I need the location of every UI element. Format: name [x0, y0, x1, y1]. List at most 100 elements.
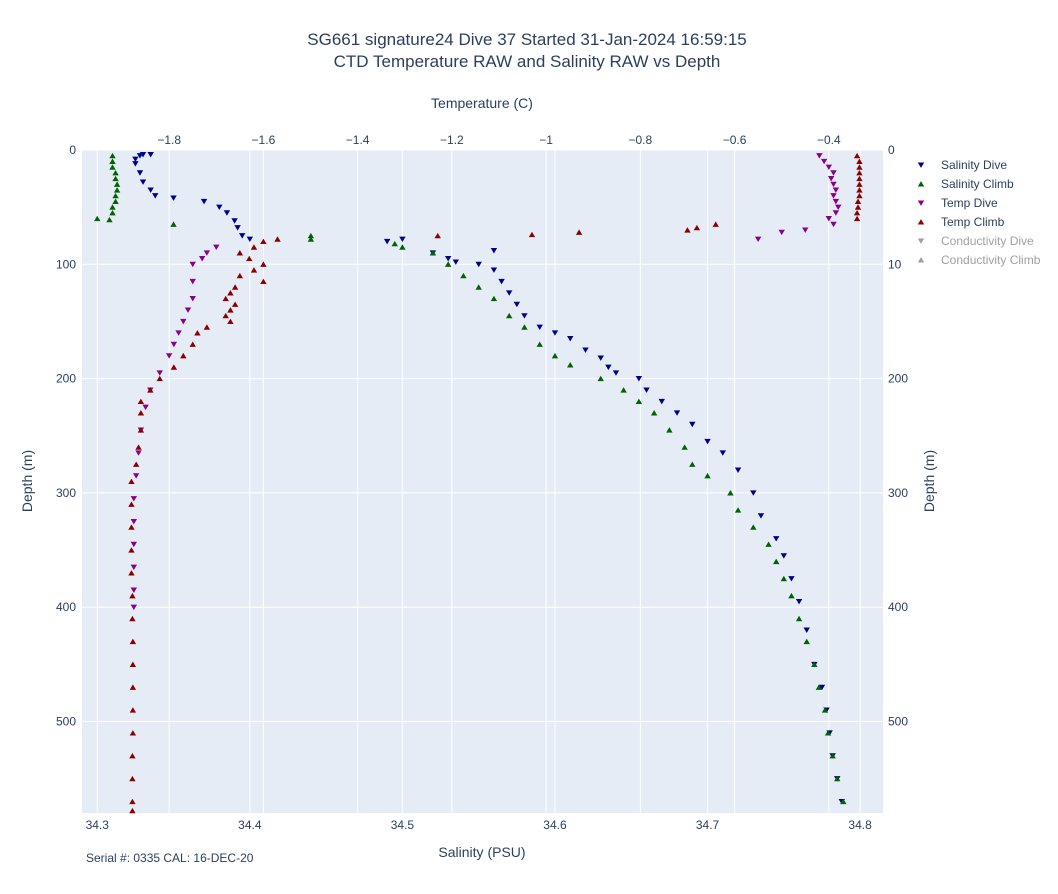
data-point [635, 398, 643, 405]
data-point [856, 175, 863, 182]
data-point [830, 181, 837, 188]
y-tick-label: 0 [69, 143, 76, 157]
data-point [830, 221, 837, 228]
data-point [830, 170, 837, 176]
data-point [575, 229, 583, 235]
data-point [612, 370, 620, 376]
data-point [498, 278, 505, 285]
x2-tick-label: −1.2 [440, 133, 464, 147]
data-point [112, 192, 119, 199]
data-point [521, 324, 528, 330]
data-point [780, 575, 788, 582]
data-point [383, 238, 391, 245]
data-point [829, 752, 836, 759]
x-tick-label: 34.3 [86, 818, 110, 832]
data-point [788, 576, 795, 582]
data-point [203, 324, 211, 330]
legend-item[interactable]: Salinity Dive [917, 158, 1008, 172]
data-point [260, 278, 267, 285]
data-point [802, 227, 809, 233]
legend-marker [917, 238, 925, 244]
legend-item[interactable]: Temp Dive [917, 196, 998, 210]
chart-subtitle: CTD Temperature RAW and Salinity RAW vs … [334, 52, 721, 71]
data-point [194, 330, 201, 336]
data-point [567, 336, 574, 342]
legend-label: Temp Climb [941, 215, 1005, 229]
data-point [236, 272, 244, 279]
data-point [854, 204, 862, 210]
data-point [180, 318, 187, 325]
data-point [681, 444, 688, 450]
data-point [129, 775, 136, 782]
data-point [216, 204, 223, 211]
data-point [689, 461, 696, 467]
data-point [643, 387, 650, 393]
y2-tick-label: 500 [888, 715, 908, 729]
data-point [490, 267, 498, 273]
data-point [132, 473, 140, 479]
data-point [227, 307, 234, 313]
data-point [135, 450, 142, 456]
chart-title: SG661 signature24 Dive 37 Started 31-Jan… [307, 30, 746, 49]
data-point [689, 421, 696, 428]
data-point [605, 364, 612, 371]
legend-marker [917, 200, 925, 206]
data-point [399, 244, 406, 250]
data-point [132, 461, 140, 467]
data-point [175, 330, 182, 336]
data-point [129, 707, 137, 713]
data-point [139, 179, 147, 185]
data-point [137, 398, 145, 405]
data-point [203, 250, 211, 256]
data-point [113, 187, 121, 193]
data-point [165, 353, 173, 359]
legend-label: Conductivity Dive [941, 234, 1034, 248]
data-point [773, 536, 780, 542]
data-point [128, 478, 135, 485]
data-point [475, 284, 482, 290]
data-point [795, 615, 803, 622]
data-point [399, 236, 406, 243]
data-point [620, 387, 627, 393]
plot-area [82, 150, 883, 813]
x2-tick-label: −1.4 [346, 133, 370, 147]
data-point [112, 175, 119, 182]
data-point [129, 684, 137, 690]
data-point [650, 410, 658, 416]
legend-item[interactable]: Conductivity Dive [917, 234, 1034, 248]
data-point [673, 410, 681, 416]
data-point [834, 775, 841, 782]
data-point [231, 284, 239, 290]
y-tick-label: 400 [56, 600, 76, 614]
data-point [135, 444, 142, 450]
data-point [773, 558, 780, 565]
x-tick-label: 34.7 [696, 818, 720, 832]
legend-item[interactable]: Conductivity Climb [917, 253, 1041, 267]
data-point [129, 752, 136, 759]
legend[interactable]: Salinity Dive Salinity Climb Temp Dive Temp… [917, 158, 1041, 267]
data-point [827, 176, 835, 182]
data-point [778, 229, 785, 236]
data-point [719, 450, 726, 456]
y2-tick-label: 400 [888, 600, 908, 614]
legend-item[interactable]: Salinity Climb [917, 177, 1014, 191]
data-point [712, 221, 719, 227]
data-point [582, 347, 589, 353]
data-point [750, 524, 757, 530]
data-point [840, 798, 847, 805]
legend-item[interactable]: Temp Climb [917, 215, 1005, 229]
data-point [825, 216, 833, 222]
data-point [815, 684, 823, 690]
data-point [142, 404, 149, 411]
data-point [853, 152, 861, 159]
axis-ticks: 34.3 34.4 34.5 34.6 34.7 34.8 −1.8 −1.6 −1.4 −1.2… [56, 133, 908, 832]
x-tick-label: 34.4 [238, 818, 262, 832]
data-point [112, 169, 119, 176]
data-point [444, 256, 452, 262]
data-point [239, 233, 246, 239]
data-point [816, 153, 823, 159]
data-point [234, 225, 241, 231]
legend-label: Salinity Climb [941, 177, 1014, 191]
data-point [727, 490, 734, 496]
data-point [222, 295, 229, 302]
